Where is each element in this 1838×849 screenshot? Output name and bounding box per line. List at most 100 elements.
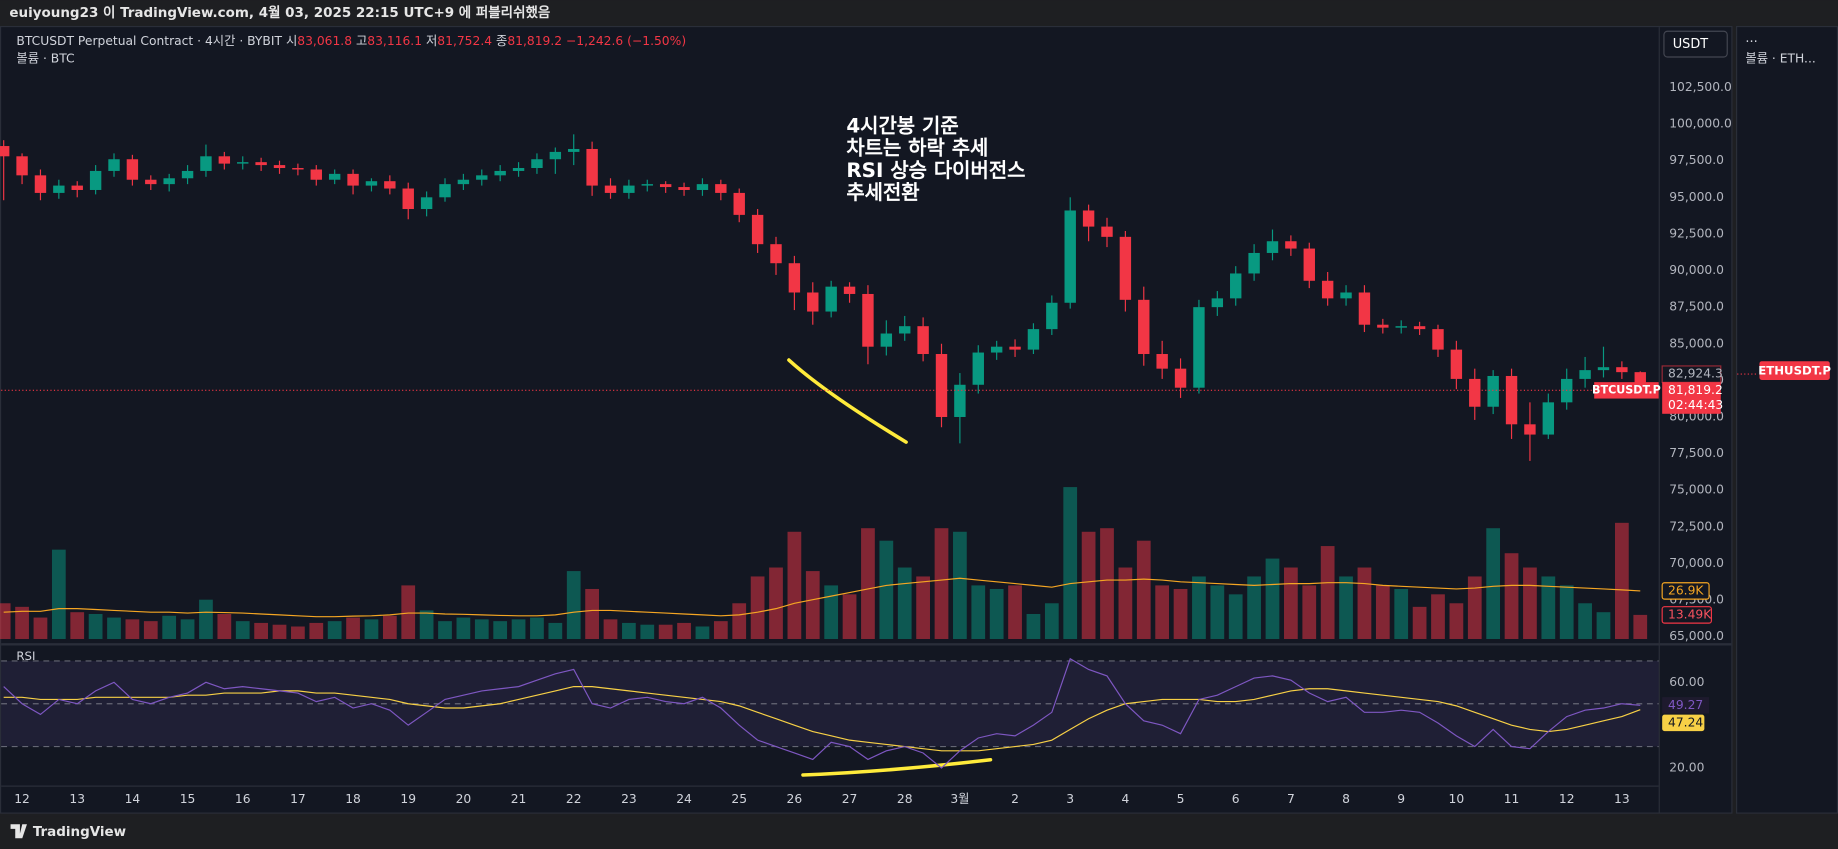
- currency-label[interactable]: USDT: [1673, 37, 1709, 52]
- volume-bar: [419, 610, 434, 640]
- candle-body: [1303, 248, 1315, 281]
- symbol-tag: [1594, 382, 1659, 399]
- candle-body: [476, 175, 488, 180]
- publisher: euiyoung23 이 TradingView.com, 4월 03, 202…: [9, 4, 550, 21]
- y-tick-label: 97,500.0: [1669, 153, 1724, 167]
- candle-body: [770, 244, 782, 264]
- rsi-line: [3, 657, 1641, 769]
- candle-body: [1285, 241, 1297, 249]
- x-tick-label: 19: [400, 792, 416, 806]
- volume-bar: [1449, 603, 1464, 640]
- volume-bar: [107, 617, 121, 640]
- candle-body: [1524, 424, 1536, 435]
- volume-bar: [677, 622, 691, 640]
- candle-body: [1377, 324, 1389, 328]
- annotation-line: 추세전환: [846, 181, 919, 204]
- volume-bar: [254, 622, 268, 640]
- volume-bar: [309, 622, 324, 640]
- volume-bar: [1063, 487, 1078, 640]
- volume-bar: [474, 619, 489, 640]
- candle-body: [126, 159, 139, 180]
- legend-high: 83,116.1: [367, 34, 422, 48]
- x-tick-label: 18: [345, 792, 361, 806]
- volume-bar: [805, 571, 820, 640]
- candle-body: [420, 197, 433, 210]
- volume-bar: [566, 571, 581, 640]
- volume-bar: [199, 599, 213, 640]
- candle-body: [108, 159, 120, 171]
- candle-body: [310, 169, 322, 180]
- main-panel: [0, 25, 1733, 814]
- x-tick-label: 14: [125, 792, 141, 806]
- candle-body: [145, 179, 157, 185]
- candle-body: [328, 173, 341, 180]
- last-price-label: 81,819.2: [1668, 383, 1723, 397]
- candle-body: [880, 333, 893, 347]
- candle-body: [1266, 241, 1279, 253]
- legend-low: 81,752.4: [437, 34, 492, 48]
- y-tick-label: 65,000.0: [1669, 629, 1724, 643]
- candle-body: [1009, 346, 1021, 350]
- candle-body: [1542, 402, 1555, 435]
- legend-close-label: 종: [496, 34, 507, 48]
- candle-body: [678, 187, 690, 190]
- volume-bar: [1044, 603, 1059, 640]
- volume-bar: [1633, 614, 1648, 640]
- volume-bar: [897, 567, 912, 640]
- volume-bar: [1100, 528, 1114, 640]
- candle-body: [384, 181, 396, 189]
- x-tick-label: 26: [787, 792, 803, 806]
- volume-bar: [33, 617, 48, 640]
- volume-bar: [1541, 576, 1556, 640]
- candle-body: [1174, 368, 1187, 388]
- volume-bar: [530, 617, 544, 640]
- volume-last-box: [1661, 606, 1712, 624]
- x-tick-label: 4: [1121, 792, 1129, 806]
- candle-body: [71, 185, 83, 190]
- volume-bar: [272, 624, 287, 640]
- y-tick-label: 75,000.0: [1669, 483, 1724, 497]
- currency-button[interactable]: [1663, 30, 1728, 58]
- candle-body: [1616, 367, 1628, 373]
- rsi-tick-label: 20.00: [1669, 760, 1704, 774]
- candle-body: [457, 179, 470, 185]
- side-menu[interactable]: ···: [1745, 35, 1757, 50]
- volume-bar: [382, 615, 397, 640]
- y-tick-label: 90,000.0: [1669, 263, 1724, 277]
- volume-bar: [70, 612, 85, 640]
- candle-body: [733, 192, 745, 215]
- rsi-ma-line: [3, 686, 1641, 752]
- candle-body: [659, 184, 672, 188]
- candle-body: [1248, 252, 1260, 274]
- candle-body: [255, 162, 267, 166]
- volume-bar: [51, 549, 66, 640]
- legend-high-label: 고: [356, 34, 367, 48]
- legend: BTCUSDT Perpetual Contract · 4시간 · BYBIT…: [16, 34, 686, 48]
- candle-body: [1395, 326, 1407, 328]
- candle-body: [1358, 292, 1371, 325]
- volume-bar: [162, 615, 177, 640]
- candle-body: [273, 165, 286, 169]
- candle-body: [843, 286, 856, 294]
- volume-bar: [1118, 567, 1133, 640]
- volume-bar: [1375, 585, 1390, 640]
- candle-body: [1321, 280, 1334, 299]
- x-tick-label: 3월: [950, 792, 969, 806]
- candle-body: [181, 170, 194, 179]
- rsi-tick-label: 60.00: [1669, 675, 1704, 689]
- candle-body: [788, 263, 801, 293]
- volume-bar: [585, 588, 599, 640]
- volume-bar: [769, 567, 783, 640]
- candle-body: [1340, 292, 1352, 299]
- volume-bar: [971, 585, 986, 640]
- y-tick-label: 87,500.0: [1669, 300, 1724, 314]
- candle-body: [16, 156, 28, 176]
- candle-body: [1634, 372, 1646, 391]
- volume-bar: [511, 619, 526, 640]
- volume-bar: [622, 622, 636, 640]
- candle-body: [200, 156, 212, 171]
- candle-body: [807, 292, 819, 312]
- volume-bar: [217, 613, 232, 640]
- volume-ma-line: [3, 577, 1641, 618]
- candle-body: [365, 181, 378, 186]
